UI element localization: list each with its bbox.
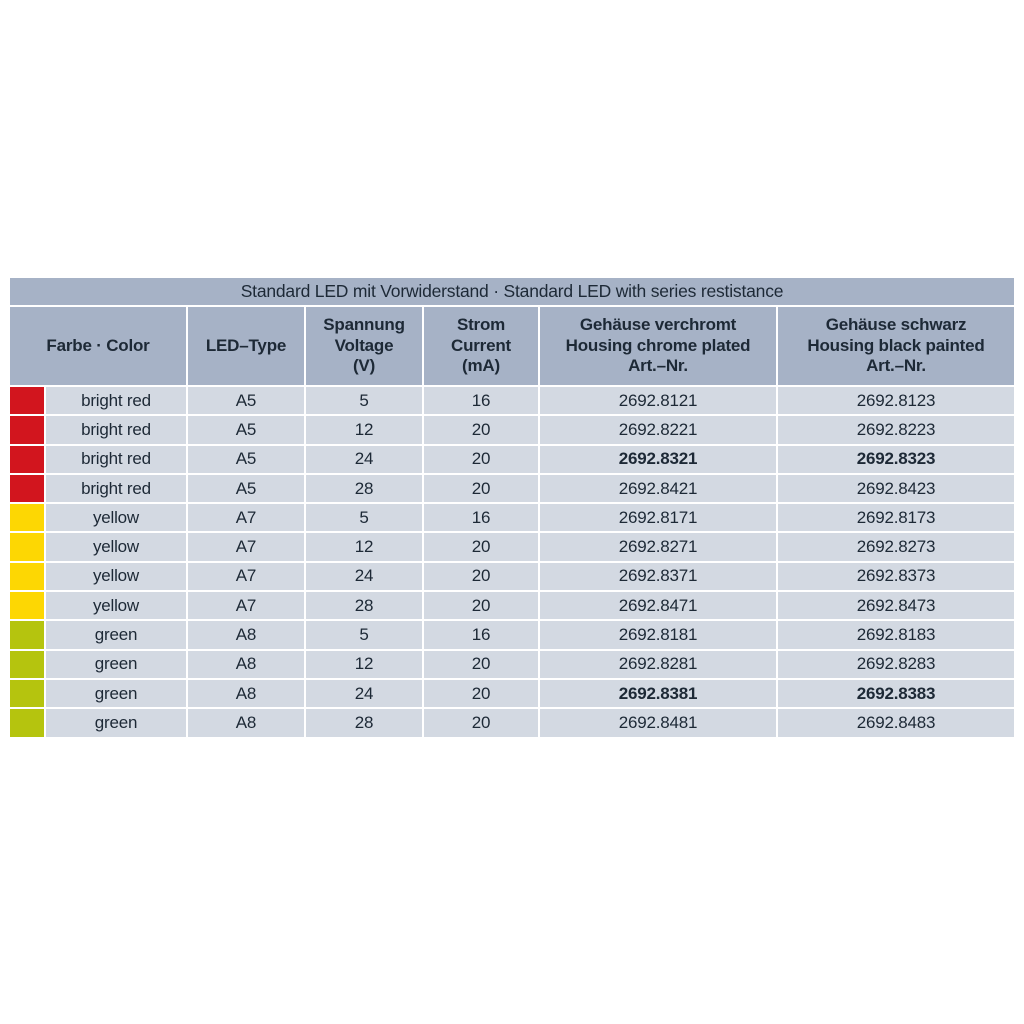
voltage-cell: 28 bbox=[306, 592, 422, 620]
current-cell: 20 bbox=[424, 562, 538, 591]
led-type-cell: A7 bbox=[188, 533, 304, 561]
color-swatch bbox=[10, 709, 44, 737]
artnr-chrome-cell: 2692.8271 bbox=[540, 533, 776, 561]
voltage-cell: 12 bbox=[306, 650, 422, 678]
led-type-cell: A7 bbox=[188, 562, 304, 591]
artnr-black-cell: 2692.8183 bbox=[778, 621, 1014, 649]
current-cell: 20 bbox=[424, 416, 538, 444]
current-cell: 20 bbox=[424, 592, 538, 620]
led-product-table: Standard LED mit Vorwiderstand · Standar… bbox=[10, 278, 1014, 737]
color-swatch bbox=[10, 650, 44, 678]
artnr-chrome-cell: 2692.8471 bbox=[540, 592, 776, 620]
artnr-black-cell: 2692.8383 bbox=[778, 679, 1014, 708]
artnr-chrome-cell: 2692.8321 bbox=[540, 445, 776, 473]
led-type-cell: A5 bbox=[188, 387, 304, 415]
artnr-black-cell: 2692.8123 bbox=[778, 387, 1014, 415]
color-swatch bbox=[10, 533, 44, 561]
artnr-chrome-cell: 2692.8481 bbox=[540, 709, 776, 737]
voltage-cell: 24 bbox=[306, 562, 422, 591]
color-name-cell: green bbox=[46, 679, 186, 708]
artnr-chrome-cell: 2692.8171 bbox=[540, 504, 776, 532]
led-type-cell: A5 bbox=[188, 474, 304, 503]
voltage-cell: 5 bbox=[306, 387, 422, 415]
led-type-cell: A5 bbox=[188, 416, 304, 444]
led-type-cell: A8 bbox=[188, 621, 304, 649]
artnr-black-cell: 2692.8423 bbox=[778, 474, 1014, 503]
color-swatch bbox=[10, 592, 44, 620]
color-name-cell: bright red bbox=[46, 474, 186, 503]
current-cell: 16 bbox=[424, 504, 538, 532]
column-header-voltage: Spannung Voltage (V) bbox=[306, 307, 422, 385]
artnr-chrome-cell: 2692.8281 bbox=[540, 650, 776, 678]
color-swatch bbox=[10, 621, 44, 649]
column-header-current: Strom Current (mA) bbox=[424, 307, 538, 385]
color-name-cell: green bbox=[46, 621, 186, 649]
led-type-cell: A7 bbox=[188, 592, 304, 620]
artnr-chrome-cell: 2692.8181 bbox=[540, 621, 776, 649]
current-cell: 20 bbox=[424, 533, 538, 561]
artnr-chrome-cell: 2692.8381 bbox=[540, 679, 776, 708]
led-type-cell: A8 bbox=[188, 650, 304, 678]
artnr-black-cell: 2692.8283 bbox=[778, 650, 1014, 678]
voltage-cell: 5 bbox=[306, 504, 422, 532]
voltage-cell: 12 bbox=[306, 533, 422, 561]
led-type-cell: A5 bbox=[188, 445, 304, 473]
led-type-cell: A8 bbox=[188, 709, 304, 737]
column-header-led-type: LED–Type bbox=[188, 307, 304, 385]
artnr-black-cell: 2692.8173 bbox=[778, 504, 1014, 532]
current-cell: 16 bbox=[424, 621, 538, 649]
color-name-cell: bright red bbox=[46, 445, 186, 473]
color-name-cell: bright red bbox=[46, 416, 186, 444]
color-swatch bbox=[10, 445, 44, 473]
current-cell: 20 bbox=[424, 474, 538, 503]
color-swatch bbox=[10, 474, 44, 503]
color-swatch bbox=[10, 679, 44, 708]
artnr-chrome-cell: 2692.8121 bbox=[540, 387, 776, 415]
color-swatch bbox=[10, 387, 44, 415]
voltage-cell: 12 bbox=[306, 416, 422, 444]
artnr-black-cell: 2692.8373 bbox=[778, 562, 1014, 591]
current-cell: 16 bbox=[424, 387, 538, 415]
voltage-cell: 24 bbox=[306, 445, 422, 473]
led-type-cell: A7 bbox=[188, 504, 304, 532]
current-cell: 20 bbox=[424, 679, 538, 708]
led-type-cell: A8 bbox=[188, 679, 304, 708]
artnr-chrome-cell: 2692.8371 bbox=[540, 562, 776, 591]
current-cell: 20 bbox=[424, 445, 538, 473]
color-swatch bbox=[10, 562, 44, 591]
voltage-cell: 24 bbox=[306, 679, 422, 708]
color-name-cell: yellow bbox=[46, 562, 186, 591]
artnr-black-cell: 2692.8473 bbox=[778, 592, 1014, 620]
table-title: Standard LED mit Vorwiderstand · Standar… bbox=[10, 278, 1014, 305]
voltage-cell: 5 bbox=[306, 621, 422, 649]
voltage-cell: 28 bbox=[306, 709, 422, 737]
artnr-black-cell: 2692.8223 bbox=[778, 416, 1014, 444]
color-swatch bbox=[10, 504, 44, 532]
color-name-cell: green bbox=[46, 709, 186, 737]
color-name-cell: yellow bbox=[46, 592, 186, 620]
column-header-artnr-black: Gehäuse schwarz Housing black painted Ar… bbox=[778, 307, 1014, 385]
color-name-cell: yellow bbox=[46, 533, 186, 561]
color-name-cell: yellow bbox=[46, 504, 186, 532]
current-cell: 20 bbox=[424, 650, 538, 678]
voltage-cell: 28 bbox=[306, 474, 422, 503]
color-name-cell: green bbox=[46, 650, 186, 678]
color-name-cell: bright red bbox=[46, 387, 186, 415]
artnr-black-cell: 2692.8483 bbox=[778, 709, 1014, 737]
column-header-farbe-color: Farbe · Color bbox=[10, 307, 186, 385]
color-swatch bbox=[10, 416, 44, 444]
artnr-chrome-cell: 2692.8221 bbox=[540, 416, 776, 444]
artnr-chrome-cell: 2692.8421 bbox=[540, 474, 776, 503]
column-header-artnr-chrome: Gehäuse verchromt Housing chrome plated … bbox=[540, 307, 776, 385]
current-cell: 20 bbox=[424, 709, 538, 737]
artnr-black-cell: 2692.8273 bbox=[778, 533, 1014, 561]
artnr-black-cell: 2692.8323 bbox=[778, 445, 1014, 473]
